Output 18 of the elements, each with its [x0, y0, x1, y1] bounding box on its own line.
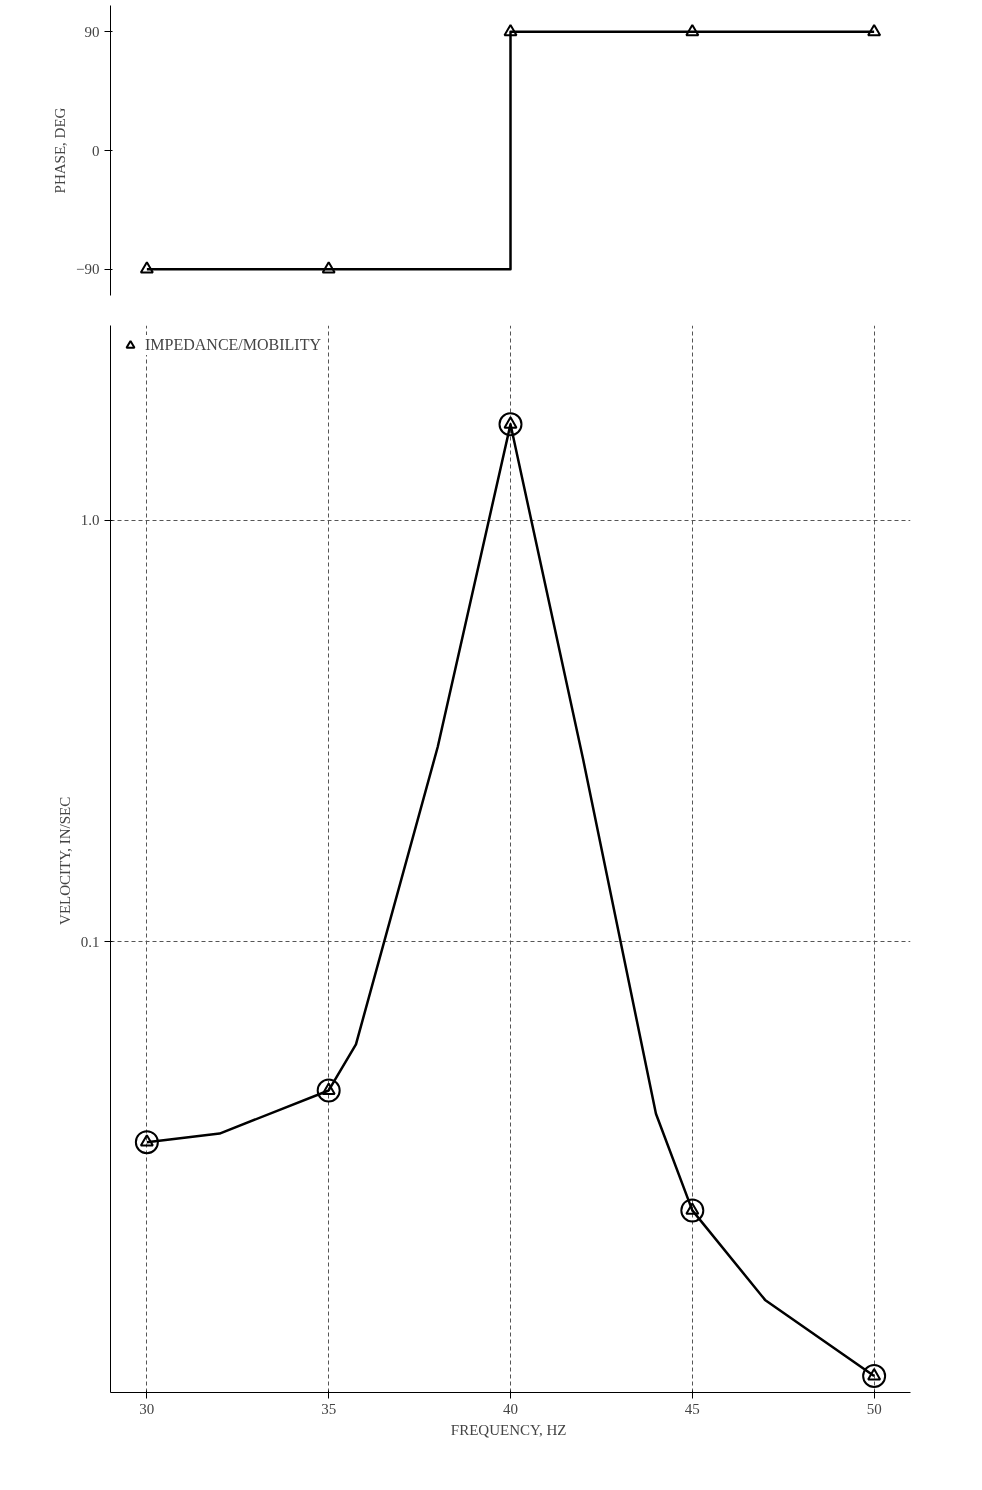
x-tick-label: 40	[503, 1400, 518, 1417]
y-tick-label: −90	[76, 261, 100, 278]
y-axis-title: VELOCITY, IN/SEC	[56, 796, 73, 925]
x-tick-label: 35	[321, 1400, 337, 1417]
x-tick-label: 30	[139, 1400, 155, 1417]
y-tick-label: 0	[92, 142, 100, 159]
point	[134, 1130, 159, 1155]
y-tick-label: 1.0	[80, 512, 100, 529]
point	[316, 1078, 341, 1103]
x-axis-title: FREQUENCY, HZ	[450, 1421, 567, 1438]
point	[680, 1198, 705, 1223]
x-tick-label: 50	[866, 1400, 882, 1417]
x-tick-label: 45	[684, 1400, 700, 1417]
y-tick-label: 90	[84, 23, 100, 40]
point	[862, 1364, 887, 1389]
y-axis-title: PHASE, DEG	[52, 107, 69, 194]
legend-label: IMPEDANCE/MOBILITY	[145, 336, 321, 354]
y-tick-label: 0.1	[80, 933, 100, 950]
